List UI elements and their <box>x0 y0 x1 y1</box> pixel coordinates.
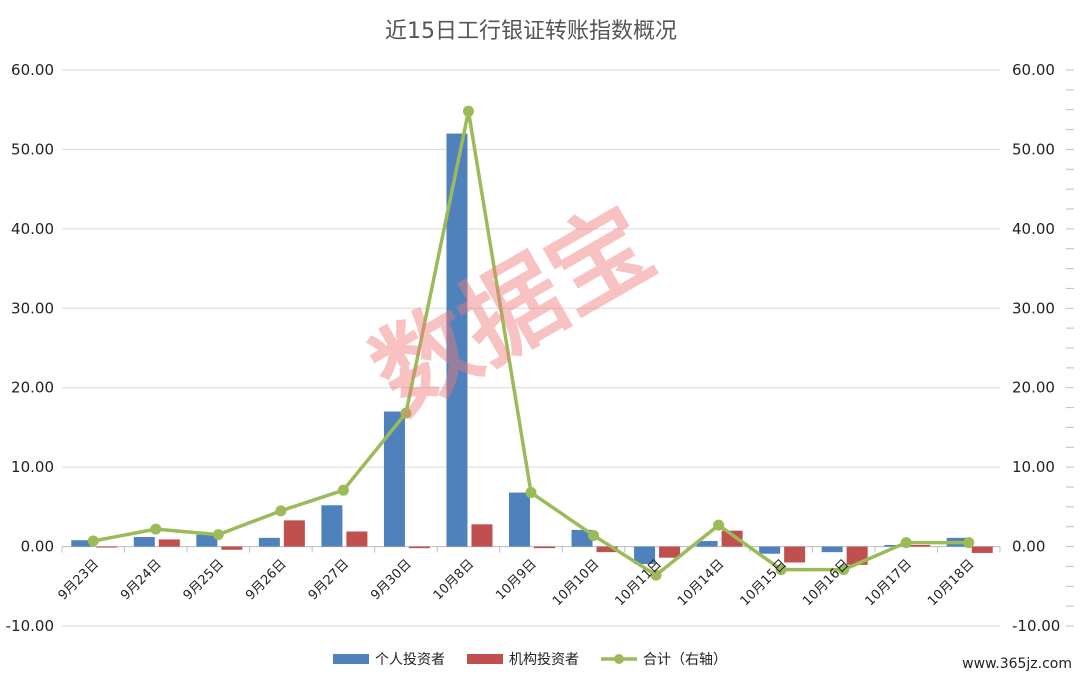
point-total <box>400 407 412 419</box>
y-right-tick-label: -10.00 <box>1012 617 1060 635</box>
y-left-tick-label: -10.00 <box>6 617 54 635</box>
x-tick-label: 9月23日 <box>56 557 103 604</box>
x-tick-label: 9月25日 <box>181 557 228 604</box>
bar-institution <box>221 546 243 550</box>
y-right-tick-label: 0.00 <box>1012 538 1045 556</box>
x-tick-label: 10月10日 <box>550 557 602 609</box>
y-left-tick-label: 20.00 <box>11 379 54 397</box>
bar-individual <box>258 537 280 547</box>
y-left-tick-label: 0.00 <box>21 538 54 556</box>
axes <box>61 69 1074 627</box>
bar-individual <box>133 537 155 547</box>
watermark: 数据宝 <box>354 184 672 435</box>
point-total <box>212 529 224 541</box>
bar-individual <box>509 492 530 547</box>
bar-individual <box>821 546 843 553</box>
point-total <box>713 519 725 531</box>
point-total <box>87 535 99 547</box>
bar-institution <box>909 544 931 547</box>
y-right-tick-label: 10.00 <box>1012 458 1055 476</box>
bar-institution <box>408 546 430 549</box>
bar-individual <box>759 546 781 554</box>
point-total <box>337 484 349 496</box>
bar-institution <box>596 546 618 553</box>
x-tick-label: 10月8日 <box>431 557 478 604</box>
legend-swatch <box>333 654 369 664</box>
bar-institution <box>471 524 493 547</box>
point-total <box>525 487 537 499</box>
x-tick-label: 10月15日 <box>738 557 790 609</box>
legend-label: 个人投资者 <box>375 652 445 668</box>
legend-label: 合计（右轴） <box>643 652 727 668</box>
x-tick-label: 10月14日 <box>675 557 727 609</box>
y-left-tick-label: 40.00 <box>11 220 54 238</box>
x-tick-label: 10月18日 <box>925 557 977 609</box>
bar-institution <box>346 531 368 547</box>
bar-individual <box>71 540 93 547</box>
chart-title: 近15日工行银证转账指数概况 <box>385 19 677 44</box>
point-total <box>775 564 787 576</box>
bar-institution <box>784 546 806 563</box>
y-right-tick-label: 60.00 <box>1012 61 1055 79</box>
x-tick-label: 10月16日 <box>800 557 852 609</box>
point-total <box>588 529 600 541</box>
point-total <box>963 537 975 549</box>
bar-individual <box>321 505 343 547</box>
bar-individual <box>196 534 218 547</box>
bars <box>71 133 993 565</box>
x-tick-label: 9月27日 <box>306 557 353 604</box>
point-total <box>150 523 162 535</box>
legend-swatch-marker <box>614 654 624 664</box>
y-left-tick-label: 50.00 <box>11 140 54 158</box>
y-right-tick-label: 30.00 <box>1012 299 1055 317</box>
y-left-tick-label: 60.00 <box>11 61 54 79</box>
bar-individual <box>571 529 593 547</box>
y-right-tick-label: 20.00 <box>1012 379 1055 397</box>
bar-individual <box>446 133 468 547</box>
total-line <box>87 105 975 581</box>
x-tick-label: 10月9日 <box>493 557 540 604</box>
point-total <box>462 105 474 117</box>
x-tick-label: 10月17日 <box>863 557 915 609</box>
legend: 个人投资者 机构投资者 合计（右轴） <box>333 652 727 668</box>
bar-institution <box>158 539 180 547</box>
bar-institution <box>971 546 993 553</box>
site-label: www.365jz.com <box>962 656 1072 672</box>
y-left-tick-label: 10.00 <box>11 458 54 476</box>
point-total <box>650 569 662 581</box>
legend-label: 机构投资者 <box>509 652 579 668</box>
point-total <box>838 564 850 576</box>
bar-institution <box>96 546 118 548</box>
legend-swatch <box>467 654 503 664</box>
bar-individual <box>383 411 405 547</box>
bar-institution <box>534 546 555 549</box>
bar-individual <box>634 546 656 565</box>
bar-individual <box>696 541 718 547</box>
y-left-tick-label: 30.00 <box>11 299 54 317</box>
x-tick-label: 9月24日 <box>118 557 165 604</box>
x-tick-label: 9月30日 <box>368 557 415 604</box>
x-tick-label: 9月26日 <box>243 557 290 604</box>
bar-institution <box>659 546 681 558</box>
point-total <box>900 537 912 549</box>
bar-institution <box>721 530 743 547</box>
bar-institution <box>283 520 305 547</box>
point-total <box>275 505 287 517</box>
y-right-tick-label: 50.00 <box>1012 140 1055 158</box>
y-right-tick-label: 40.00 <box>1012 220 1055 238</box>
